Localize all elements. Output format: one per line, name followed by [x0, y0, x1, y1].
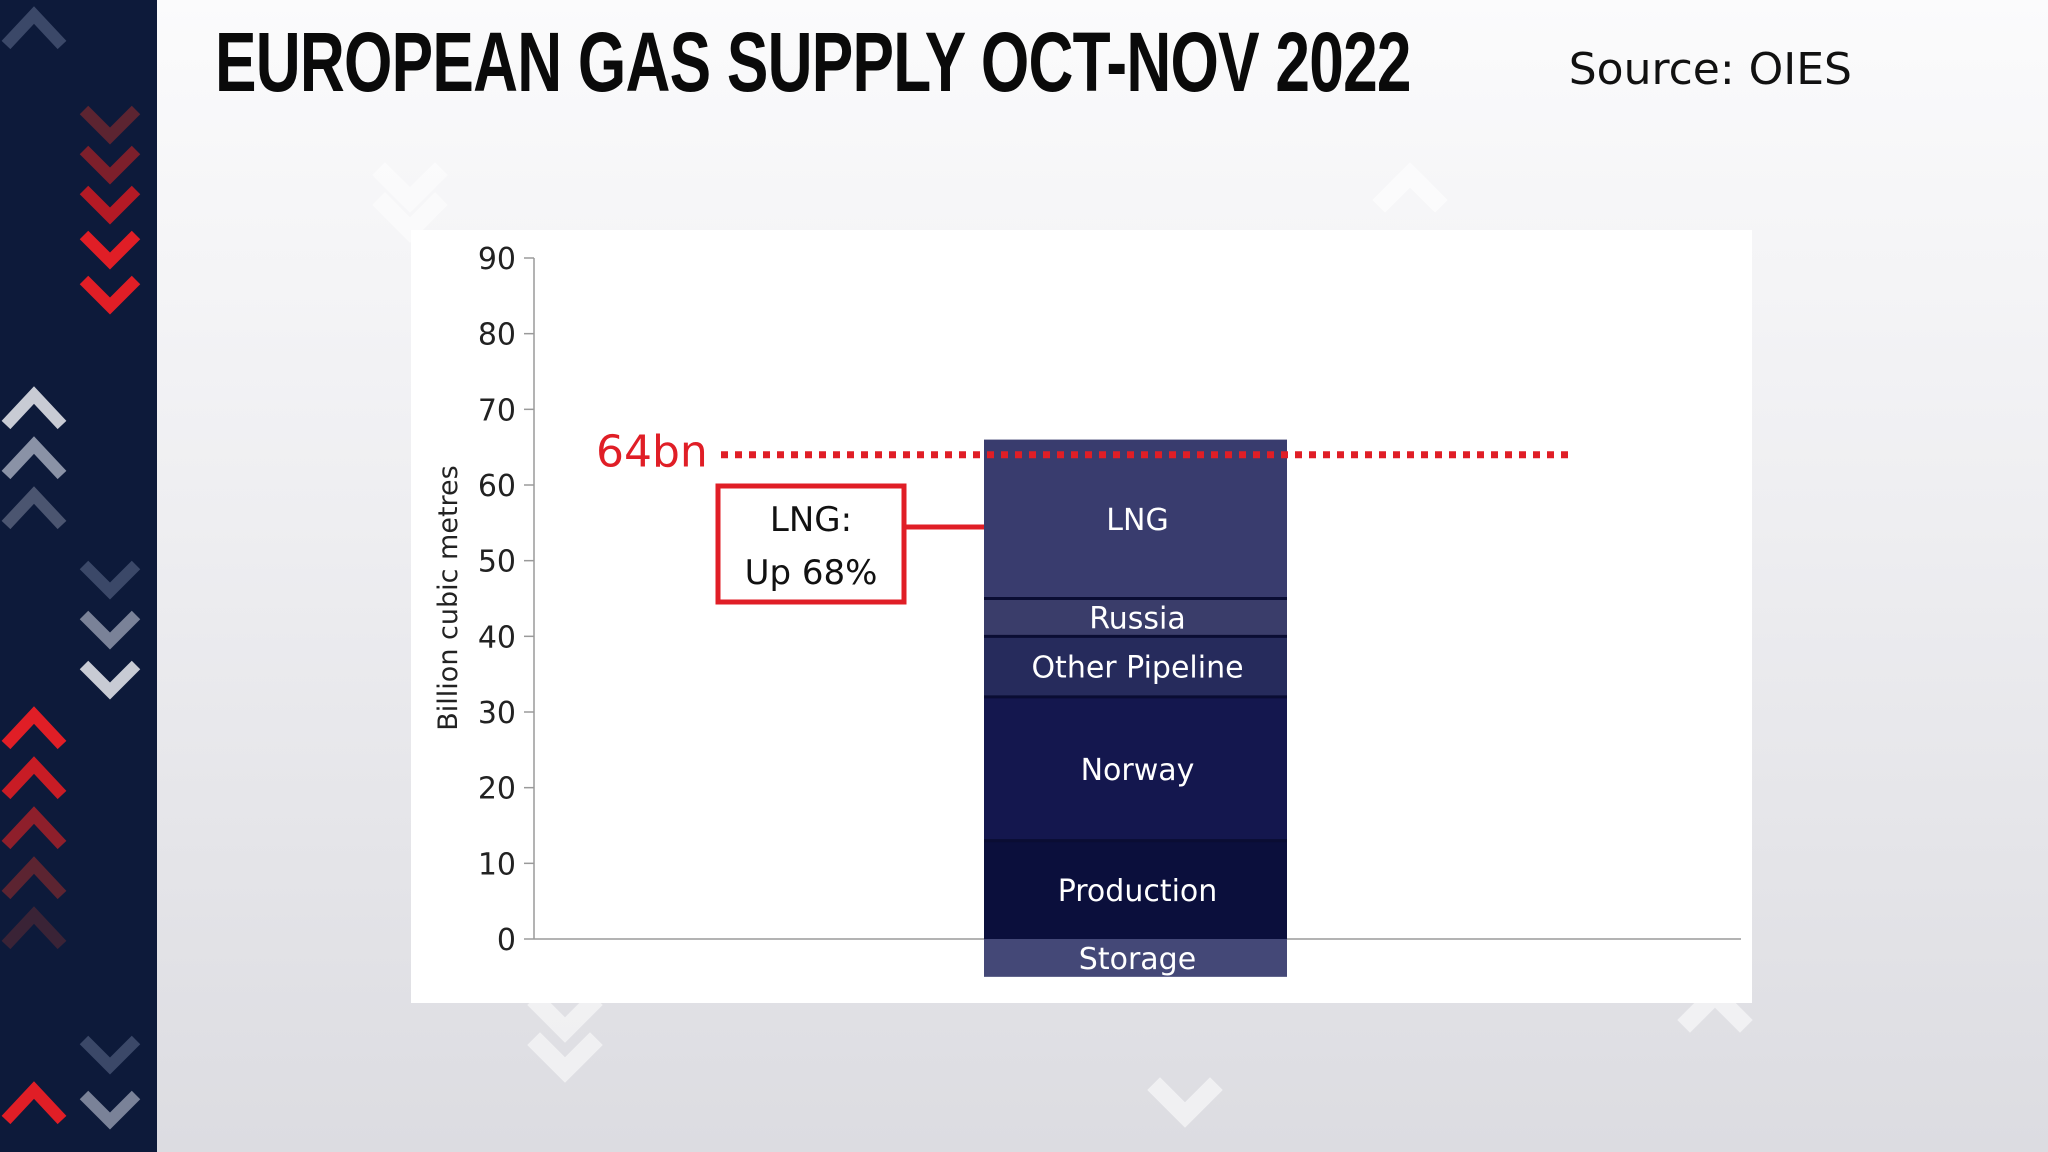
y-tick-label: 60 [478, 469, 516, 504]
bar-segment-norway [984, 696, 1287, 841]
y-tick-label: 10 [478, 847, 516, 882]
bar-segment-label-lng: LNG [1106, 503, 1168, 538]
y-tick-label: 40 [478, 620, 516, 655]
bar-segment-label-storage: Storage [1079, 942, 1196, 977]
y-tick-label: 30 [478, 696, 516, 731]
annotation-line-1: LNG: [770, 500, 852, 540]
bar-segment-label-production: Production [1058, 874, 1218, 909]
y-tick-label: 50 [478, 545, 516, 580]
bar-segment-label-norway: Norway [1081, 753, 1195, 788]
y-tick-label: 0 [497, 923, 516, 958]
bar-segment-production [984, 840, 1287, 939]
bar-segment-other-pipeline [984, 636, 1287, 697]
stacked-bar-chart: 0 10 20 30 40 50 60 70 80 90 Billion cubic metres S… [433, 242, 1741, 977]
bar-segment-russia [984, 598, 1287, 637]
y-tick-label: 90 [478, 242, 516, 277]
y-axis-label: Billion cubic metres [433, 465, 464, 730]
bar-segment-storage [984, 939, 1287, 977]
y-tick-label: 70 [478, 393, 516, 428]
reference-line-label: 64bn [596, 427, 708, 478]
page-title: EUROPEAN GAS SUPPLY OCT-NOV 2022 [215, 15, 1411, 109]
annotation-box [715, 483, 907, 605]
bar-segment-label-other-pipeline: Other Pipeline [1031, 651, 1243, 686]
bar-segment-lng [984, 439, 1287, 599]
annotation-line-2: Up 68% [745, 553, 878, 593]
y-tick-label: 20 [478, 772, 516, 807]
side-decoration-strip [0, 0, 157, 1152]
y-tick-label: 80 [478, 318, 516, 353]
side-chevron-icons [1, 6, 141, 1130]
source-label: Source: OIES [1568, 44, 1852, 95]
chart-panel: 0 10 20 30 40 50 60 70 80 90 Billion cubic metres S… [411, 230, 1752, 1003]
bar-segment-label-russia: Russia [1089, 601, 1186, 636]
